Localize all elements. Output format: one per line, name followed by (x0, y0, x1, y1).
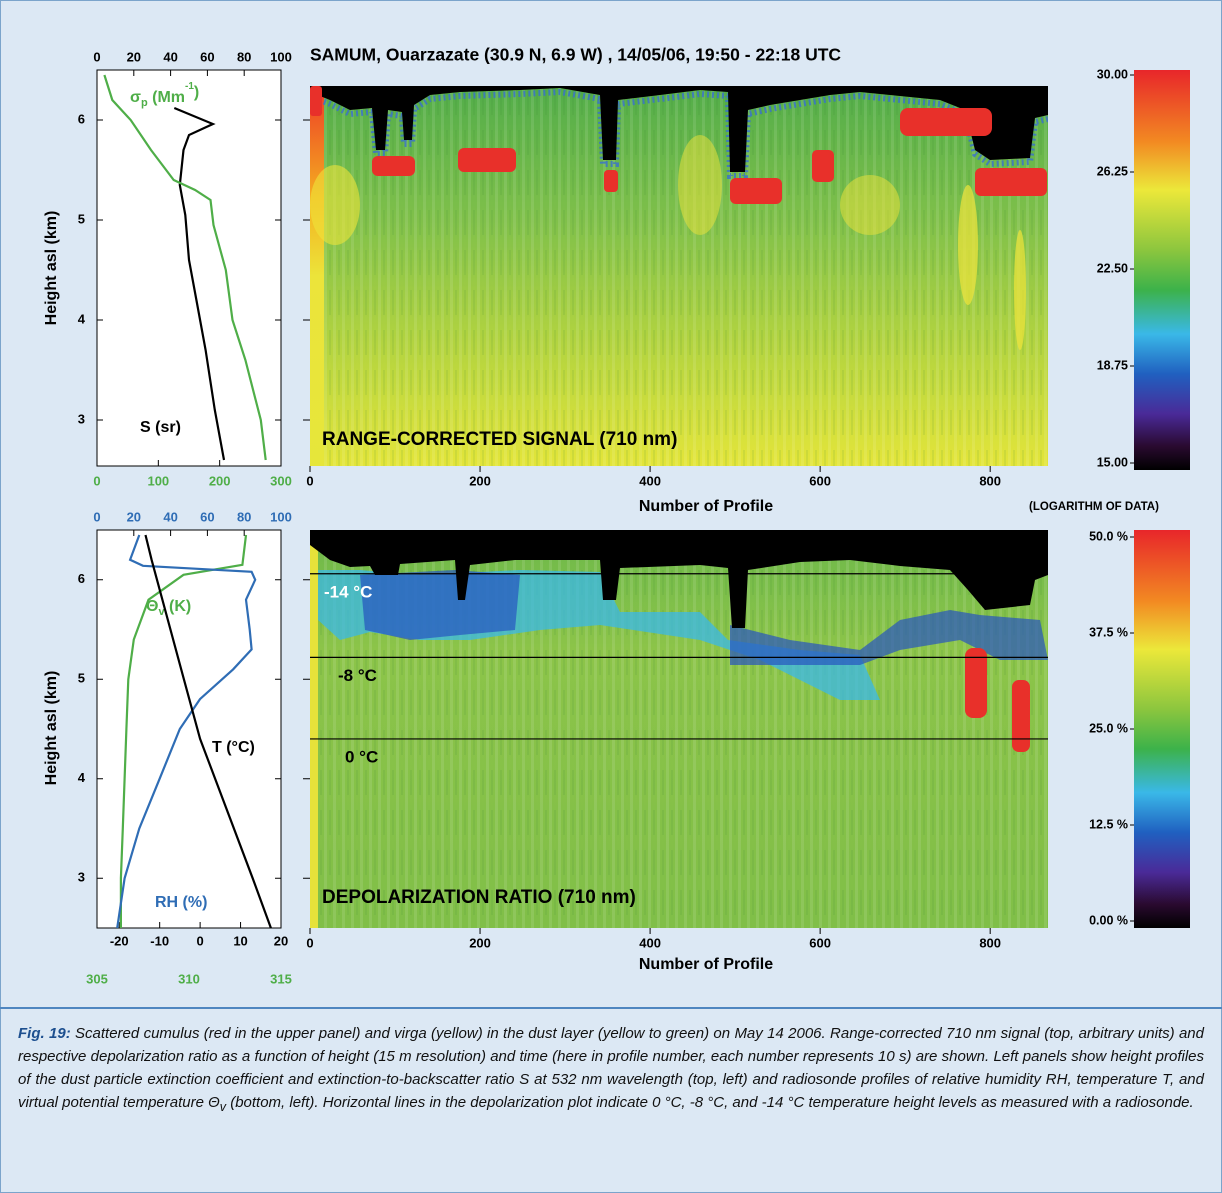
x-axis-label: Number of Profile (639, 498, 773, 515)
profile-line (116, 534, 257, 929)
isotherm-label: 0 °C (345, 747, 378, 766)
series-label-part: (Mm (148, 89, 185, 106)
caption-text: (bottom, left). Horizontal lines in the … (226, 1094, 1194, 1111)
signal-map (310, 86, 1048, 466)
x-tick-label: 60 (200, 49, 214, 64)
figure-title: SAMUM, Ouarzazate (30.9 N, 6.9 W) , 14/0… (310, 45, 841, 65)
x-tick-label: 800 (979, 473, 1001, 488)
series-label-part: (K) (165, 598, 192, 615)
x-tick-label: 300 (270, 473, 292, 488)
map-label: RANGE-CORRECTED SIGNAL (710 nm) (322, 429, 677, 450)
series-label-part: Θ (146, 598, 158, 615)
colorbar-label: 25.0 % (1089, 721, 1128, 735)
y-tick-label: 6 (78, 571, 85, 586)
plot-frame (96, 69, 282, 467)
x-tick-label: 100 (270, 49, 292, 64)
map-label: DEPOLARIZATION RATIO (710 nm) (322, 887, 636, 908)
x-tick-label: 310 (178, 971, 200, 986)
x-tick-label: 600 (809, 935, 831, 950)
series-label-part: p (141, 97, 148, 109)
x-tick-label: 20 (127, 509, 141, 524)
series-label: RH (%) (155, 894, 207, 911)
profile-line (103, 74, 267, 461)
x-tick-label: 400 (639, 473, 661, 488)
x-tick-label: 0 (93, 473, 100, 488)
colorbar-label: 15.00 (1097, 455, 1128, 469)
x-tick-label: 80 (237, 49, 251, 64)
series-label-part: v (158, 606, 165, 618)
x-tick-label: 20 (274, 933, 288, 948)
y-tick-label: 5 (78, 211, 85, 226)
caption-text: v (219, 1100, 227, 1114)
x-tick-label: 20 (127, 49, 141, 64)
colorbar-label: 0.00 % (1089, 913, 1128, 927)
colorbar-label: 30.00 (1097, 67, 1128, 81)
x-tick-label: 315 (270, 971, 292, 986)
series-label: T (°C) (212, 739, 255, 756)
x-tick-label: 200 (209, 473, 231, 488)
y-tick-label: 3 (78, 870, 85, 885)
x-tick-label: 400 (639, 935, 661, 950)
x-tick-label: 0 (93, 509, 100, 524)
series-label: σp (Mm-1) (130, 81, 199, 109)
colorbar-label: 37.5 % (1089, 625, 1128, 639)
caption-rule (0, 1007, 1222, 1009)
x-tick-label: 0 (306, 473, 313, 488)
x-tick-label: 100 (270, 509, 292, 524)
profile-line (119, 534, 248, 928)
colorbar-label: 18.75 (1097, 358, 1128, 372)
x-tick-label: 100 (147, 473, 169, 488)
series-label: S (sr) (140, 419, 181, 436)
plot-frame (96, 529, 282, 929)
y-tick-label: 4 (78, 770, 86, 785)
profile-line (173, 106, 226, 461)
colorbar-note: (LOGARITHM OF DATA) (1029, 501, 1159, 513)
y-axis-label: Height asl (km) (43, 211, 60, 326)
isotherm-label: -14 °C (324, 582, 372, 601)
colorbar-label: 12.5 % (1089, 817, 1128, 831)
x-tick-label: -20 (110, 933, 129, 948)
figure: SAMUM, Ouarzazate (30.9 N, 6.9 W) , 14/0… (43, 45, 1190, 986)
caption-label: Fig. 19: (18, 1025, 71, 1042)
series-label-part: -1 (185, 81, 194, 92)
colorbar-label: 26.25 (1097, 164, 1128, 178)
caption: Fig. 19: Scattered cumulus (red in the u… (18, 1022, 1204, 1119)
y-tick-label: 5 (78, 671, 85, 686)
colorbar (1134, 70, 1190, 470)
x-tick-label: 80 (237, 509, 251, 524)
x-tick-label: 10 (233, 933, 247, 948)
x-tick-label: 600 (809, 473, 831, 488)
x-tick-label: 40 (163, 509, 177, 524)
series-label-part: ) (194, 84, 199, 101)
series-label-part: σ (130, 89, 141, 106)
x-tick-label: 0 (197, 933, 204, 948)
y-tick-label: 6 (78, 111, 85, 126)
x-tick-label: -10 (150, 933, 169, 948)
x-tick-label: 40 (163, 49, 177, 64)
x-tick-label: 60 (200, 509, 214, 524)
colorbar-label: 22.50 (1097, 261, 1128, 275)
x-axis-label: Number of Profile (639, 956, 773, 973)
colorbar-label: 50.0 % (1089, 529, 1128, 543)
x-tick-label: 200 (469, 935, 491, 950)
series-label: Θv (K) (146, 598, 191, 618)
x-tick-label: 0 (93, 49, 100, 64)
x-tick-label: 0 (306, 935, 313, 950)
x-tick-label: 200 (469, 473, 491, 488)
profile-line (144, 534, 272, 929)
y-tick-label: 3 (78, 411, 85, 426)
y-axis-label: Height asl (km) (43, 671, 60, 786)
x-tick-label: 305 (86, 971, 108, 986)
x-tick-label: 800 (979, 935, 1001, 950)
caption-text: Scattered cumulus (red in the upper pane… (18, 1025, 1204, 1111)
depolarization-map (310, 530, 1048, 928)
colorbar (1134, 530, 1190, 928)
y-tick-label: 4 (78, 311, 86, 326)
isotherm-label: -8 °C (338, 666, 377, 685)
